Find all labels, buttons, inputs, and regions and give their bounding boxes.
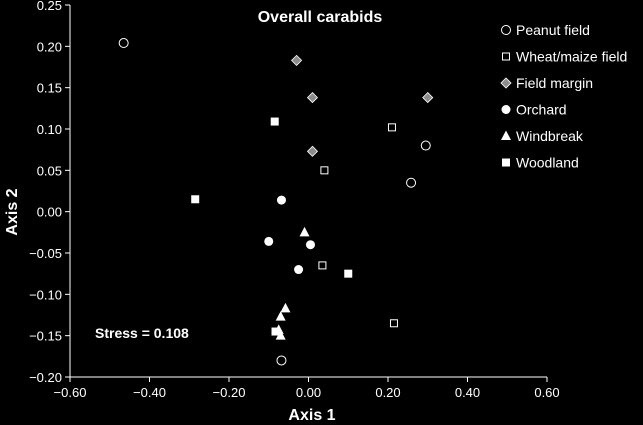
point-orchard <box>264 236 274 246</box>
point-wheat-maize-field <box>318 261 327 270</box>
x-tick-label: 0.20 <box>375 385 400 400</box>
point-peanut-field <box>420 140 431 151</box>
y-tick-label: −0.20 <box>29 370 62 385</box>
point-peanut-field <box>406 177 417 188</box>
point-woodland <box>271 327 280 336</box>
y-tick-label: −0.05 <box>29 246 62 261</box>
point-woodland <box>270 117 279 126</box>
point-orchard <box>305 240 315 250</box>
legend-marker-woodland <box>502 158 510 167</box>
stress-annotation: Stress = 0.108 <box>95 325 189 341</box>
legend-marker-wheat-maize-field <box>502 52 510 61</box>
legend-label-peanut-field: Peanut field <box>516 22 590 38</box>
axes: −0.60 −0.40 −0.20 0.00 0.20 0.40 0.60 0.25 0.20 0… <box>29 0 560 400</box>
legend-label-orchard: Orchard <box>516 102 567 118</box>
point-orchard <box>294 265 304 275</box>
legend-label-woodland: Woodland <box>516 155 579 171</box>
point-peanut-field <box>276 355 287 366</box>
y-axis-title: Axis 2 <box>4 188 21 235</box>
legend-label-field-margin: Field margin <box>516 75 593 91</box>
point-wheat-maize-field <box>387 123 396 132</box>
point-wheat-maize-field <box>320 166 329 175</box>
point-peanut-field <box>118 38 129 49</box>
y-tick-label: 0.20 <box>37 39 62 54</box>
x-tick-label: −0.40 <box>133 385 166 400</box>
point-windbreak <box>275 311 286 321</box>
x-tick-label: 0.00 <box>296 385 321 400</box>
y-tick-label: −0.15 <box>29 329 62 344</box>
data-points <box>118 38 434 366</box>
legend-label-wheat-maize-field: Wheat/maize field <box>516 49 627 65</box>
y-tick-label: 0.05 <box>37 163 62 178</box>
point-field-margin <box>306 145 319 157</box>
legend-marker-peanut-field <box>501 25 511 35</box>
point-field-margin <box>422 92 434 104</box>
legend-label-windbreak: Windbreak <box>516 128 584 144</box>
point-woodland <box>191 195 200 204</box>
legend-marker-windbreak <box>501 130 511 140</box>
legend-marker-field-margin <box>500 77 512 89</box>
x-tick-label: 0.60 <box>534 385 559 400</box>
x-tick-label: 0.40 <box>455 385 480 400</box>
x-tick-label: −0.20 <box>213 385 246 400</box>
point-orchard <box>276 195 286 205</box>
point-windbreak <box>275 330 286 340</box>
point-woodland <box>344 269 353 278</box>
point-windbreak <box>299 226 310 237</box>
chart-title: Overall carabids <box>258 9 383 26</box>
y-tick-label: 0.00 <box>37 205 62 220</box>
legend-marker-orchard <box>501 105 511 114</box>
point-windbreak <box>280 302 291 313</box>
point-field-margin <box>291 54 303 66</box>
y-tick-label: −0.10 <box>29 287 62 302</box>
y-tick-label: 0.10 <box>37 122 62 137</box>
y-tick-label: 0.25 <box>37 0 62 13</box>
x-tick-label: −0.60 <box>54 385 87 400</box>
legend: Peanut field Wheat/maize field Field margi… <box>500 22 627 171</box>
y-tick-label: 0.15 <box>37 81 62 96</box>
point-wheat-maize-field <box>389 319 398 328</box>
point-field-margin <box>306 92 319 104</box>
x-axis-title: Axis 1 <box>288 407 335 424</box>
